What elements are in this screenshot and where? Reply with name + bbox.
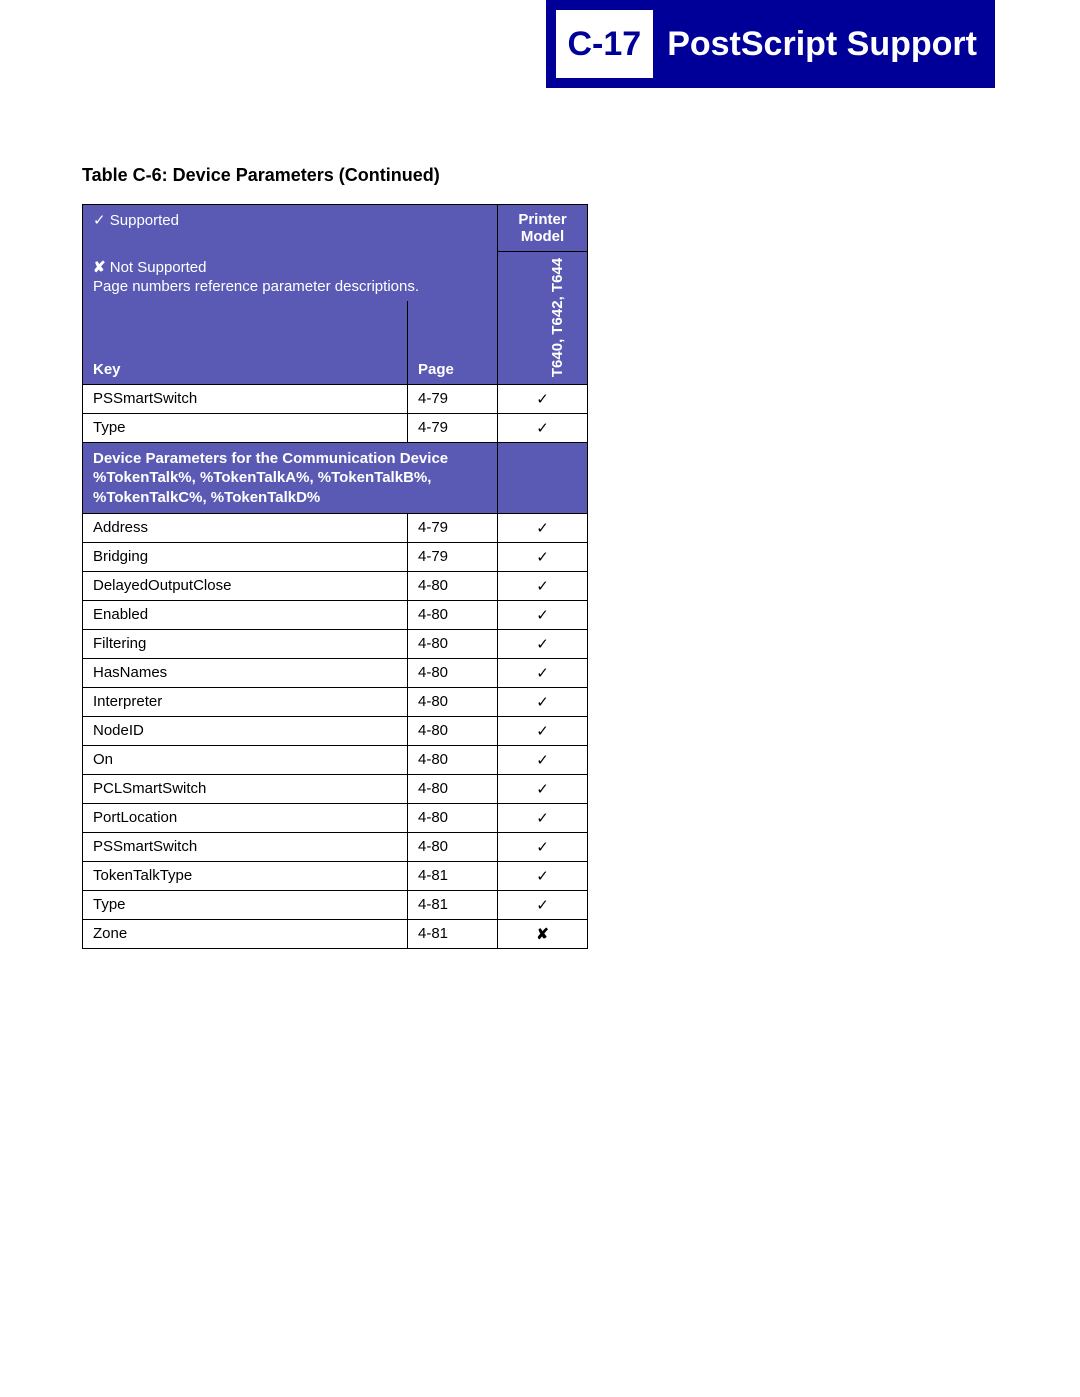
cell-key: Filtering [83, 630, 408, 659]
legend-not-supported-label: Not Supported [110, 259, 207, 276]
check-icon: ✓ [498, 384, 588, 413]
cell-key: On [83, 746, 408, 775]
table-row: Bridging4-79✓ [83, 543, 588, 572]
table-row: Address4-79✓ [83, 514, 588, 543]
cell-page: 4-81 [408, 891, 498, 920]
cross-icon: ✘ [498, 920, 588, 949]
section-model-cell [498, 442, 588, 514]
column-page-header: Page [408, 301, 498, 385]
cell-key: TokenTalkType [83, 862, 408, 891]
header-badge: C-17 [556, 10, 654, 78]
legend-not-supported: ✘ Not Supported Page numbers reference p… [83, 252, 498, 301]
check-icon: ✓ [498, 891, 588, 920]
table-row: Type4-79✓ [83, 413, 588, 442]
cell-key: Type [83, 413, 408, 442]
table-row: Interpreter4-80✓ [83, 688, 588, 717]
check-icon: ✓ [498, 572, 588, 601]
cell-page: 4-79 [408, 384, 498, 413]
cell-key: NodeID [83, 717, 408, 746]
table-body: ✓ Supported Printer Model ✘ Not Supporte… [83, 205, 588, 949]
column-key-header: Key [83, 301, 408, 385]
table-row: NodeID4-80✓ [83, 717, 588, 746]
cell-page: 4-79 [408, 413, 498, 442]
printer-model-name-cell: T640, T642, T644 [498, 252, 588, 385]
cell-page: 4-80 [408, 572, 498, 601]
cell-page: 4-81 [408, 920, 498, 949]
cell-key: Enabled [83, 601, 408, 630]
cell-page: 4-80 [408, 804, 498, 833]
check-icon: ✓ [498, 543, 588, 572]
table-row: TokenTalkType4-81✓ [83, 862, 588, 891]
check-icon: ✓ [498, 804, 588, 833]
table-row: Zone4-81✘ [83, 920, 588, 949]
printer-model-header: Printer Model [498, 205, 588, 252]
section-title: Device Parameters for the Communication … [83, 442, 498, 514]
check-icon: ✓ [498, 775, 588, 804]
table-row: PortLocation4-80✓ [83, 804, 588, 833]
table-row: PCLSmartSwitch4-80✓ [83, 775, 588, 804]
cell-page: 4-80 [408, 659, 498, 688]
cell-key: PortLocation [83, 804, 408, 833]
cell-key: PSSmartSwitch [83, 833, 408, 862]
check-icon: ✓ [498, 862, 588, 891]
table-row: Filtering4-80✓ [83, 630, 588, 659]
cell-key: PSSmartSwitch [83, 384, 408, 413]
table-caption: Table C-6: Device Parameters (Continued) [82, 165, 680, 186]
header-row-1: ✓ Supported Printer Model [83, 205, 588, 252]
table-row: On4-80✓ [83, 746, 588, 775]
header-banner: C-17 PostScript Support [546, 0, 996, 88]
cell-page: 4-80 [408, 717, 498, 746]
parameters-table: ✓ Supported Printer Model ✘ Not Supporte… [82, 204, 588, 949]
check-icon: ✓ [498, 601, 588, 630]
legend-supported: ✓ Supported [83, 205, 498, 252]
table-row: HasNames4-80✓ [83, 659, 588, 688]
cell-page: 4-80 [408, 746, 498, 775]
header-title: PostScript Support [661, 2, 993, 86]
cell-key: Bridging [83, 543, 408, 572]
cell-key: Interpreter [83, 688, 408, 717]
check-icon: ✓ [498, 514, 588, 543]
cross-icon: ✘ [93, 259, 106, 276]
check-icon: ✓ [498, 833, 588, 862]
legend-note: Page numbers reference parameter descrip… [93, 278, 487, 295]
header-row-2: ✘ Not Supported Page numbers reference p… [83, 252, 588, 301]
table-row: Type4-81✓ [83, 891, 588, 920]
cell-page: 4-79 [408, 514, 498, 543]
check-icon: ✓ [498, 688, 588, 717]
cell-key: Address [83, 514, 408, 543]
check-icon: ✓ [498, 746, 588, 775]
table-row: PSSmartSwitch4-80✓ [83, 833, 588, 862]
check-icon: ✓ [93, 212, 106, 229]
cell-key: Type [83, 891, 408, 920]
cell-key: Zone [83, 920, 408, 949]
cell-page: 4-80 [408, 775, 498, 804]
cell-page: 4-80 [408, 688, 498, 717]
check-icon: ✓ [498, 413, 588, 442]
check-icon: ✓ [498, 717, 588, 746]
check-icon: ✓ [498, 659, 588, 688]
legend-supported-label: Supported [110, 212, 179, 229]
cell-page: 4-80 [408, 601, 498, 630]
check-icon: ✓ [498, 630, 588, 659]
table-row: DelayedOutputClose4-80✓ [83, 572, 588, 601]
printer-model-name: T640, T642, T644 [549, 258, 566, 377]
table-row: PSSmartSwitch4-79✓ [83, 384, 588, 413]
table-row: Enabled4-80✓ [83, 601, 588, 630]
cell-page: 4-80 [408, 630, 498, 659]
cell-key: DelayedOutputClose [83, 572, 408, 601]
cell-key: PCLSmartSwitch [83, 775, 408, 804]
cell-key: HasNames [83, 659, 408, 688]
cell-page: 4-81 [408, 862, 498, 891]
section-row: Device Parameters for the Communication … [83, 442, 588, 514]
cell-page: 4-80 [408, 833, 498, 862]
cell-page: 4-79 [408, 543, 498, 572]
page-content: Table C-6: Device Parameters (Continued)… [0, 0, 680, 949]
